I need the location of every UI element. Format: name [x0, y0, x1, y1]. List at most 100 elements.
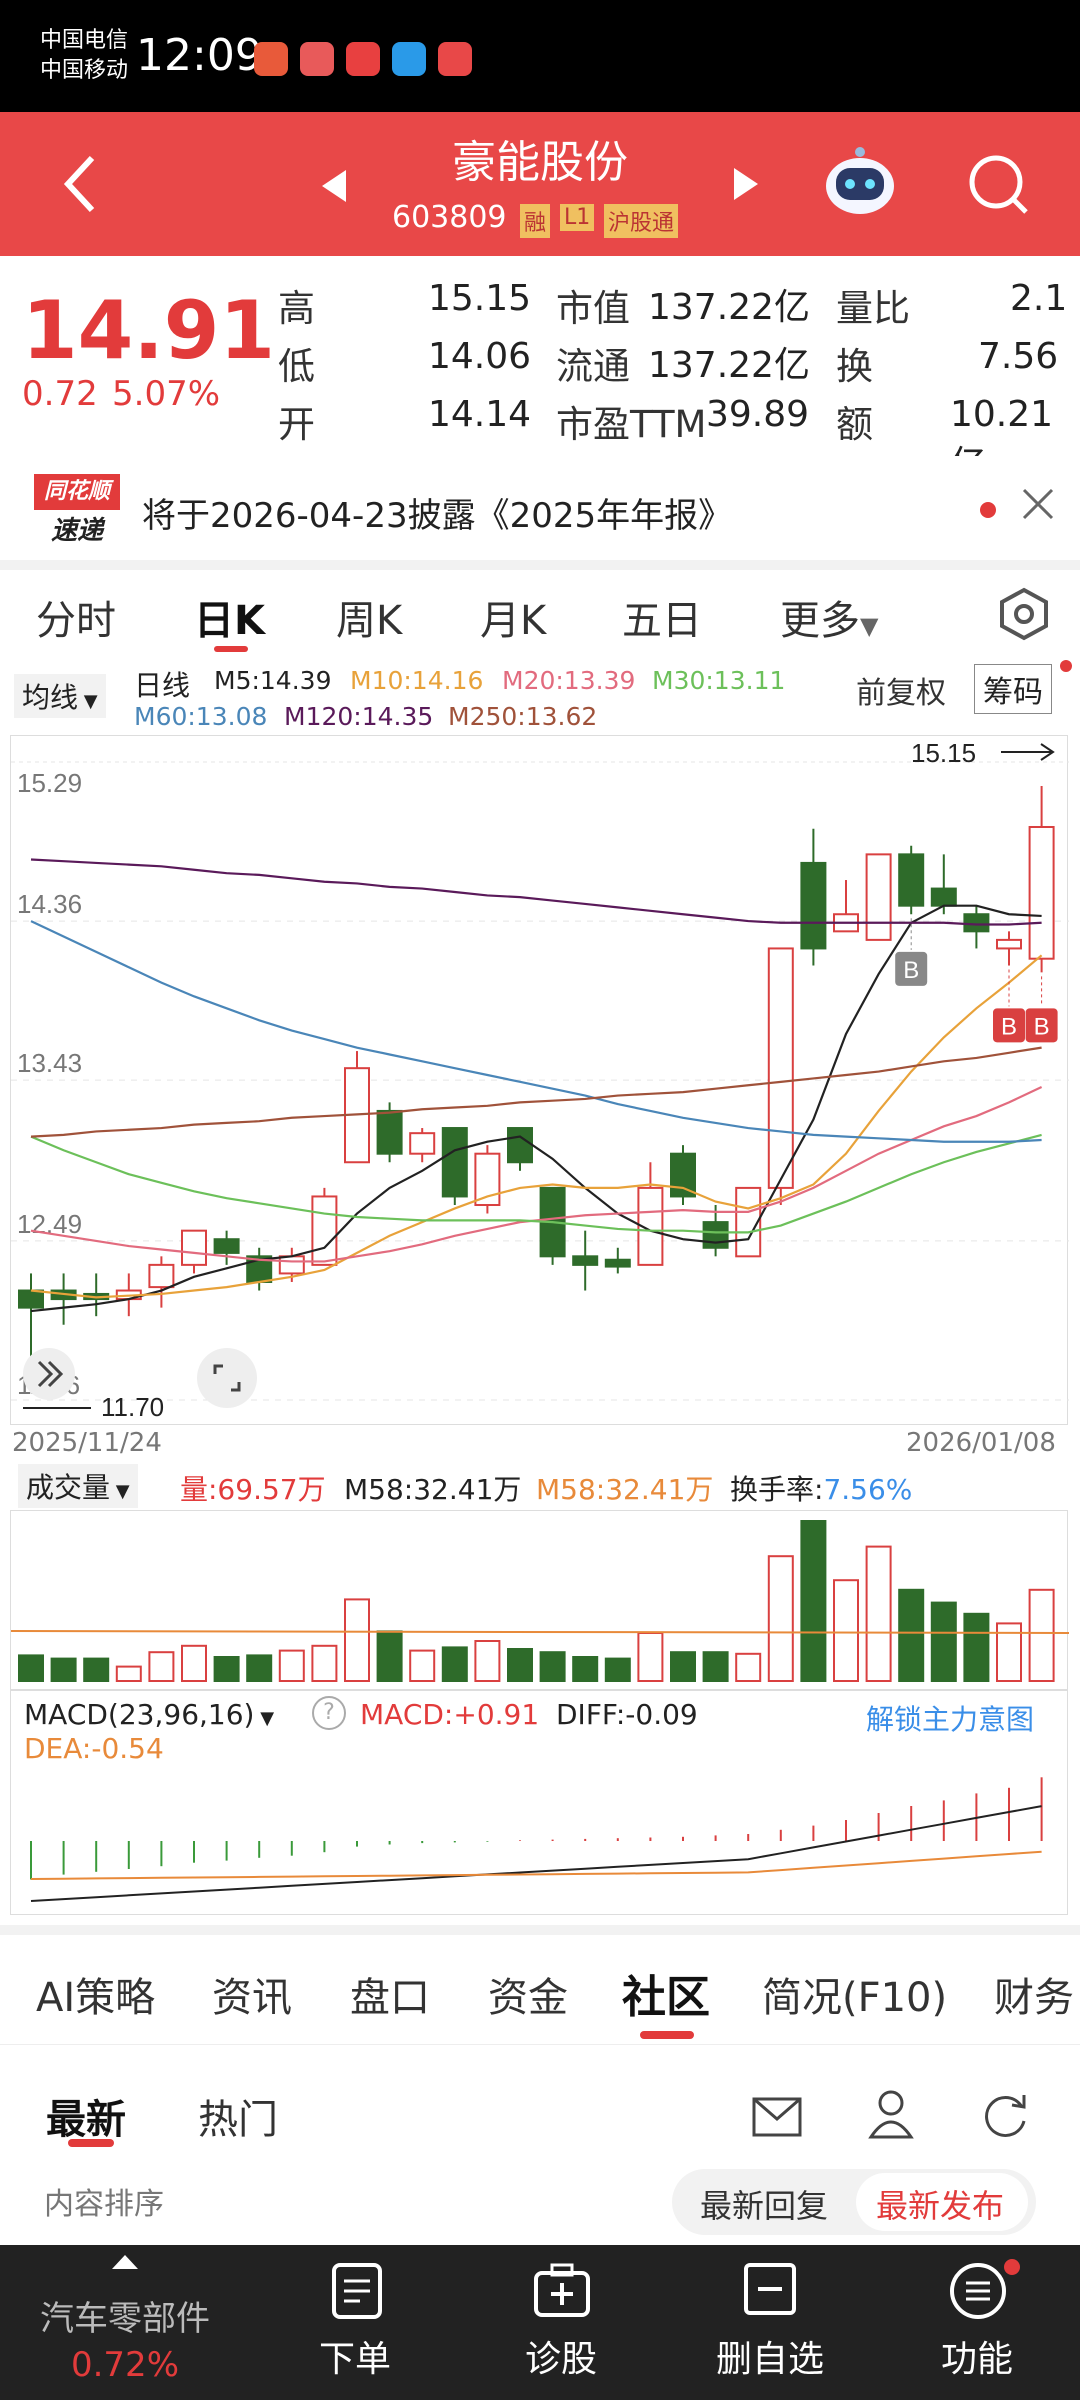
ma120-value: M120:14.35	[284, 702, 434, 731]
tab-hot[interactable]: 热门	[198, 2097, 278, 2143]
search-button[interactable]	[966, 152, 1030, 220]
sector-change: 0.72%	[70, 2345, 179, 2385]
tab-monthly-k[interactable]: 月K	[480, 598, 547, 644]
order-button[interactable]: 下单	[270, 2245, 440, 2400]
unlock-intent-link[interactable]: 解锁主力意图	[866, 1703, 1035, 1736]
tab-funds[interactable]: 资金	[488, 1975, 568, 2021]
diagnose-kit-icon	[534, 2263, 590, 2317]
dropdown-triangle-icon: ▼	[110, 1481, 130, 1502]
quote-panel: 14.91 0.72 5.07% 高 15.15 市值 137.22亿 量比 2…	[0, 256, 1080, 485]
stock-header: 豪能股份 603809 融 L1 沪股通	[0, 112, 1080, 256]
volume-bar	[115, 1665, 142, 1683]
candle-body	[800, 861, 827, 950]
stock-code: 603809	[392, 200, 507, 235]
tab-finance[interactable]: 财务	[994, 1975, 1074, 2021]
candle-body	[278, 1255, 305, 1275]
sort-latest-post[interactable]: 最新发布	[876, 2187, 1005, 2225]
volume-bar	[702, 1651, 729, 1682]
expand-button[interactable]	[23, 1348, 75, 1400]
tab-community[interactable]: 社区	[622, 1972, 710, 2023]
ma60-label: M60:13.08	[134, 702, 267, 731]
tab-five-day[interactable]: 五日	[622, 598, 702, 644]
notif-app-icon	[300, 42, 334, 76]
tab-weekly-k[interactable]: 周K	[336, 598, 403, 644]
low-value: 14.06	[428, 336, 532, 377]
sort-latest-reply[interactable]: 最新回复	[700, 2187, 829, 2225]
volume-bar	[441, 1646, 468, 1682]
volume-bar	[865, 1545, 892, 1682]
tab-order-book[interactable]: 盘口	[350, 1975, 430, 2021]
candle-body	[930, 887, 957, 907]
candle-body	[213, 1238, 240, 1254]
adjust-mode-button[interactable]: 前复权	[856, 676, 946, 711]
period-label: 日线	[134, 669, 191, 702]
remove-watchlist-button[interactable]: 删自选	[680, 2245, 860, 2400]
tab-more[interactable]: 更多▼	[780, 588, 878, 646]
volume-bar	[604, 1657, 631, 1683]
new-dot	[1004, 2259, 1020, 2275]
indicator-selector[interactable]: 均线 ▼	[14, 674, 106, 718]
info-tabs: AI策略 资讯 盘口 资金 社区 简况(F10) 财务	[0, 1935, 1080, 2045]
functions-button[interactable]: 功能	[892, 2245, 1062, 2400]
candle-body	[963, 913, 990, 933]
turnover-value: 7.56	[978, 336, 1059, 377]
buy-marker	[1025, 1008, 1058, 1043]
volume-bar	[735, 1652, 762, 1683]
volume-ratio-value: 2.1	[1010, 278, 1068, 319]
refresh-button[interactable]	[980, 2091, 1030, 2145]
sort-selected-pill	[856, 2173, 1028, 2231]
tab-news[interactable]: 资讯	[212, 1975, 292, 2021]
robot-assistant-button[interactable]	[822, 142, 898, 222]
volume-value: 量:69.57万	[180, 1473, 326, 1506]
volume-bar	[670, 1651, 696, 1682]
back-button[interactable]	[60, 152, 100, 220]
candle-body	[767, 947, 794, 1189]
candle-body	[1028, 825, 1055, 960]
diagnose-button[interactable]: 诊股	[476, 2245, 646, 2400]
remove-watchlist-label: 删自选	[715, 2339, 824, 2380]
fullscreen-button[interactable]	[197, 1348, 257, 1408]
candle-body	[670, 1152, 696, 1198]
macd-chart	[10, 1690, 1068, 1915]
tab-f10[interactable]: 简况(F10)	[762, 1975, 948, 2021]
indicator-selector-label: 均线	[22, 681, 79, 714]
news-text[interactable]: 将于2026-04-23披露《2025年年报》	[142, 496, 733, 536]
volume-bar	[344, 1598, 370, 1682]
sector-button[interactable]: 汽车零部件 0.72%	[0, 2245, 250, 2400]
community-subtabs: 最新 热门	[0, 2045, 1080, 2175]
tab-latest[interactable]: 最新	[46, 2097, 126, 2143]
candle-body	[148, 1263, 175, 1289]
high-label: 高	[278, 287, 315, 330]
stock-app-icon	[438, 42, 472, 76]
news-bar[interactable]: 同花顺 速递 将于2026-04-23披露《2025年年报》	[0, 456, 1080, 564]
ths-logo-bottom: 速递	[50, 516, 103, 546]
chip-distribution-button[interactable]: 筹码	[974, 664, 1052, 714]
volume-chart	[10, 1510, 1070, 1690]
start-date-label: 2025/11/24	[12, 1428, 162, 1458]
unread-dot	[980, 502, 996, 518]
macd-selector[interactable]: MACD(23,96,16) ▼	[24, 1698, 274, 1731]
message-button[interactable]	[752, 2097, 802, 2141]
open-value: 14.14	[428, 394, 532, 435]
prev-stock-button[interactable]	[320, 168, 350, 208]
tab-intraday[interactable]: 分时	[36, 598, 116, 644]
volume-selector[interactable]: 成交量 ▼	[18, 1464, 138, 1508]
close-news-button[interactable]	[1020, 486, 1056, 526]
next-stock-button[interactable]	[730, 166, 760, 206]
carrier-1: 中国电信	[40, 28, 129, 53]
carrier-2: 中国移动	[40, 58, 129, 83]
tab-more-label: 更多	[780, 598, 860, 644]
tab-ai-strategy[interactable]: AI策略	[36, 1975, 156, 2021]
stock-name: 豪能股份	[452, 137, 628, 188]
ths-logo: 同花顺 速递	[34, 474, 120, 550]
active-tab-indicator	[214, 646, 248, 652]
volume-m58-b: M58:32.41万	[536, 1473, 714, 1506]
chart-settings-button[interactable]	[996, 586, 1052, 646]
volume-bar	[246, 1654, 273, 1682]
profile-button[interactable]	[868, 2089, 914, 2143]
dropdown-triangle-icon: ▼	[860, 612, 879, 640]
turnover-rate-value: 7.56%	[823, 1473, 913, 1506]
help-icon[interactable]: ?	[312, 1696, 346, 1730]
tab-daily-k[interactable]: 日K	[194, 598, 265, 644]
